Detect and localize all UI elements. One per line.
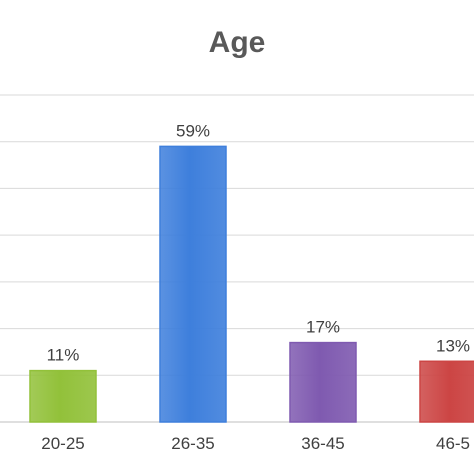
data-label: 11%: [47, 346, 80, 365]
data-label: 13%: [436, 336, 470, 355]
data-label: 59%: [176, 121, 210, 140]
x-tick-label: 26-35: [171, 434, 214, 453]
data-labels: 11% 59% 17% 13%: [47, 121, 470, 364]
x-tick-label: 36-45: [301, 434, 344, 453]
chart-title: Age: [209, 26, 266, 59]
x-tick-label: 46-5: [436, 434, 470, 453]
bar-26-35: [159, 145, 227, 423]
x-axis-ticks: 20-25 26-35 36-45 46-5: [41, 434, 470, 453]
data-label: 17%: [306, 318, 340, 337]
bar-20-25: [29, 369, 97, 423]
bar-36-45: [289, 341, 357, 423]
bar-46-5: [419, 360, 474, 423]
bars: [29, 145, 474, 423]
x-tick-label: 20-25: [41, 434, 84, 453]
